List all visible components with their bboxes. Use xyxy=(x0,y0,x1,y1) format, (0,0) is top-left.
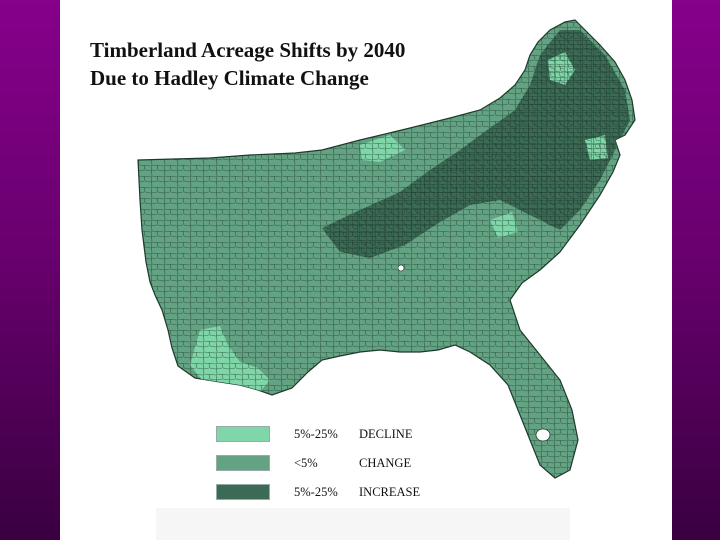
legend-swatch-change xyxy=(216,455,270,471)
legend-effect-change: CHANGE xyxy=(359,456,412,470)
legend-swatch-increase xyxy=(216,484,270,500)
legend-effect-decline: DECLINE xyxy=(359,427,413,441)
legend-row-change: <5% CHANGE xyxy=(216,453,456,473)
legend-range-decline: 5%-25% xyxy=(294,427,338,441)
bottom-strip xyxy=(156,508,570,540)
southeast-us-map xyxy=(137,19,636,479)
legend-row-increase: 5%-25% INCREASE xyxy=(216,482,456,502)
title-line-2: Due to Hadley Climate Change xyxy=(90,66,369,90)
legend-effect-increase: INCREASE xyxy=(359,485,421,499)
lake-small xyxy=(397,264,405,272)
legend-range-increase: 5%-25% xyxy=(294,485,338,499)
lake-okeechobee xyxy=(535,428,551,442)
slide-panel: Timberland Acreage Shifts by 2040 Due to… xyxy=(60,0,672,540)
map-title: Timberland Acreage Shifts by 2040 Due to… xyxy=(90,36,405,92)
legend-swatch-decline xyxy=(216,426,270,442)
legend-range-change: <5% xyxy=(294,456,318,470)
legend-row-decline: 5%-25% DECLINE xyxy=(216,424,456,444)
title-line-1: Timberland Acreage Shifts by 2040 xyxy=(90,38,406,62)
